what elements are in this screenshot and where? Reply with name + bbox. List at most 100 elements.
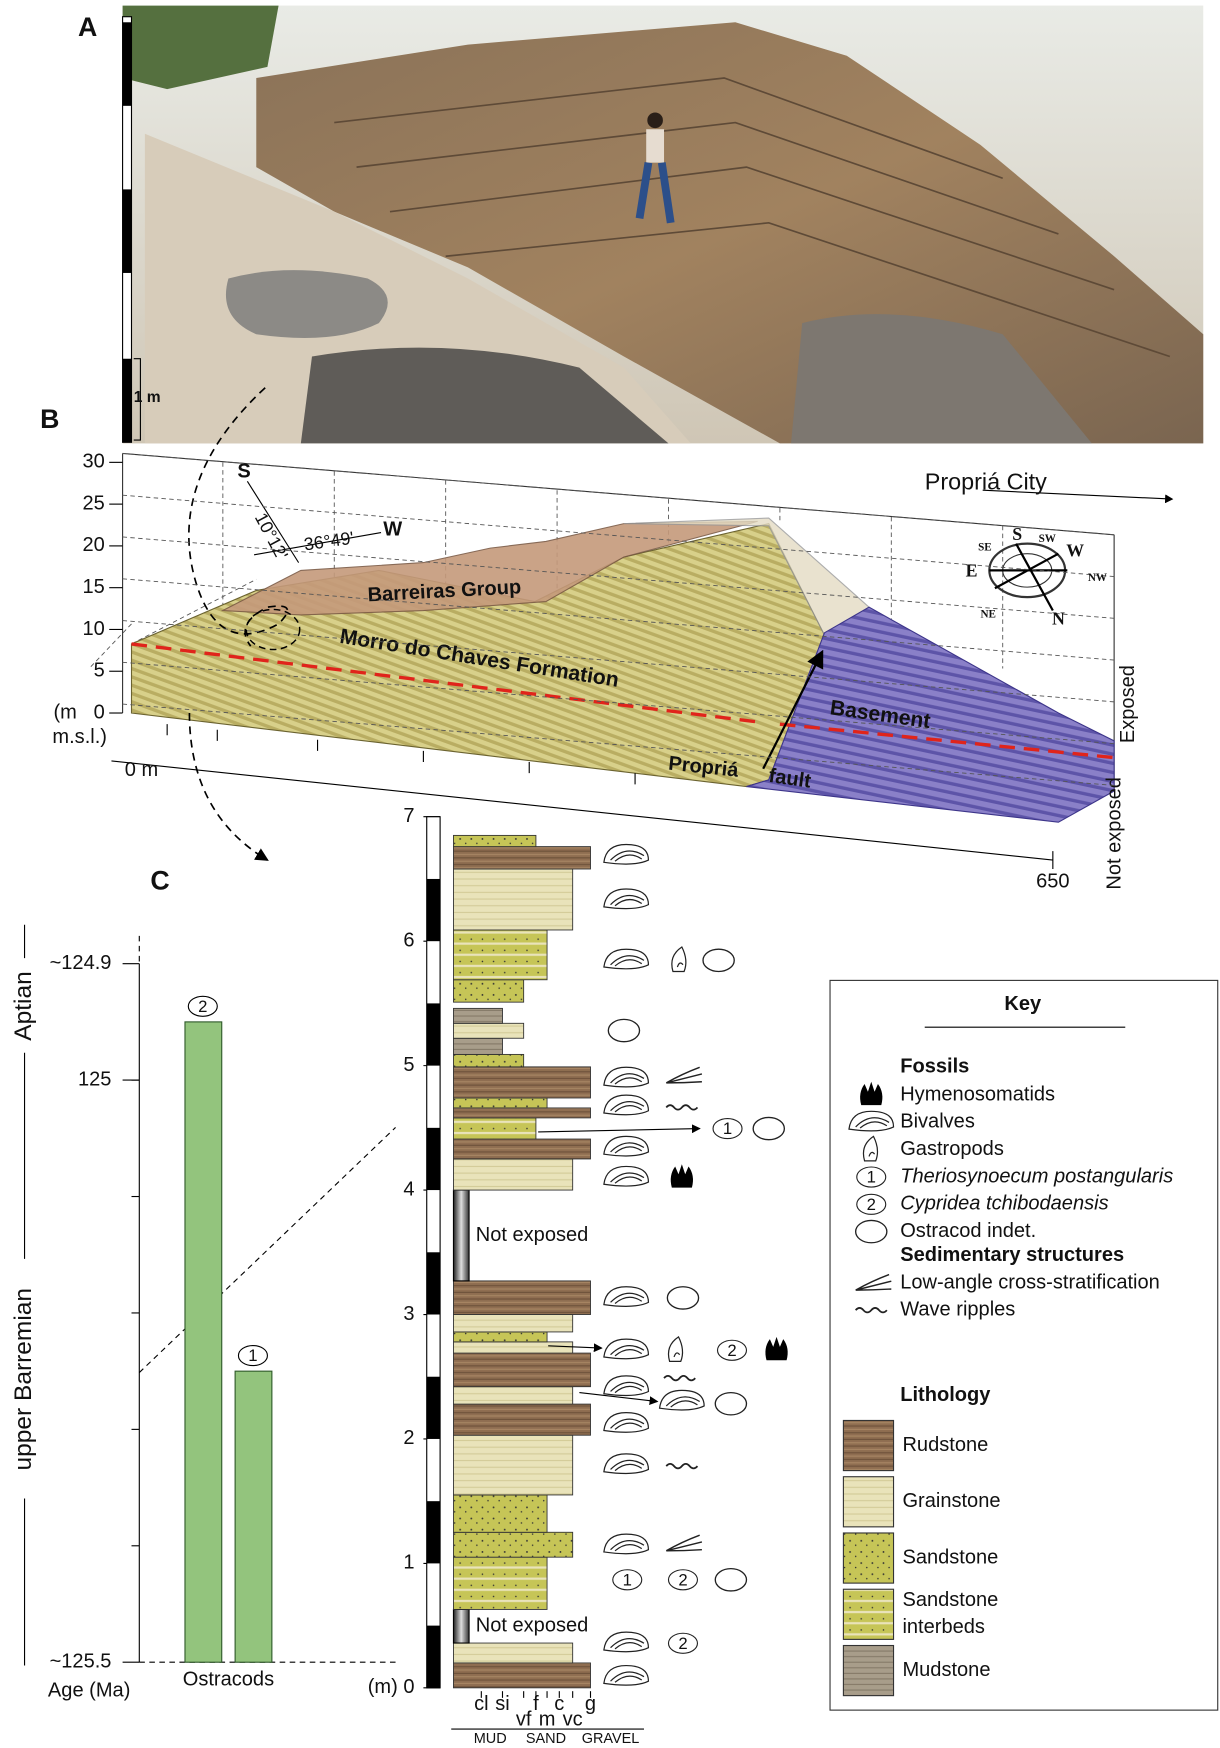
bivalve-shell	[604, 1413, 649, 1433]
grain-size-label: cl	[474, 1693, 488, 1715]
ostracod-symbol: 1	[623, 1570, 632, 1589]
stage-label: Aptian	[10, 971, 37, 1040]
bed	[453, 1008, 502, 1023]
lithology-swatch	[843, 1589, 893, 1639]
grain-size-label: vc	[563, 1708, 583, 1730]
longitude: 36°49'	[303, 528, 355, 555]
bed	[453, 1054, 523, 1066]
depth-bar-segment	[427, 1003, 440, 1065]
bed	[453, 1557, 547, 1609]
age-tick-label: ~124.9	[50, 952, 112, 974]
bivalve-shell	[604, 1067, 649, 1087]
grain-size-label: m	[539, 1708, 556, 1730]
bivalve-icon	[604, 1166, 649, 1186]
grain-group-label: MUD	[474, 1731, 507, 1747]
figure: 1 m A B C Propriá City S 10°12' 36°49' W…	[0, 0, 1220, 1748]
ostracod-symbol: 2	[727, 1341, 736, 1360]
bed	[453, 1387, 572, 1404]
bed	[453, 1643, 572, 1663]
compass-letter: E	[966, 561, 978, 581]
not-exposed-bed	[453, 1609, 469, 1643]
depth-tick-label: 6	[403, 929, 414, 951]
key-item: Rudstone	[902, 1434, 988, 1456]
stage-label: upper Barremian	[10, 1288, 37, 1470]
key-item: Mudstone	[902, 1659, 990, 1681]
bed	[453, 1663, 590, 1688]
scale-label: 1 m	[134, 389, 161, 406]
scale-bar-segment	[123, 189, 132, 273]
bed	[453, 847, 590, 869]
compass-letter: N	[1052, 609, 1065, 629]
key-item: Theriosynoecum postangularis	[900, 1165, 1173, 1187]
grain-group-label: SAND	[526, 1731, 566, 1747]
grain-size-label: g	[585, 1693, 596, 1715]
ostracod-icon	[667, 1287, 698, 1309]
bivalve-shell	[604, 1376, 649, 1396]
bed	[453, 1404, 590, 1435]
range-bar	[235, 1371, 272, 1662]
bivalve-shell	[604, 1534, 649, 1554]
bed	[453, 1315, 572, 1332]
bivalve-icon	[604, 1454, 649, 1474]
bivalve-icon	[604, 1632, 649, 1652]
height-tick-label: 15	[82, 576, 104, 598]
bivalve-icon	[604, 1287, 649, 1307]
key-item: interbeds	[902, 1616, 984, 1638]
height-tick-label: 20	[82, 534, 104, 556]
height-tick-label: 10	[82, 618, 104, 640]
ostracod-symbol: 2	[678, 1634, 687, 1653]
key-title: Key	[1004, 993, 1042, 1015]
axis-label: Age (Ma)	[48, 1679, 130, 1701]
depth-unit: (m)	[368, 1676, 398, 1698]
compass-letter: NE	[980, 609, 995, 621]
key-item: Sandstone	[902, 1589, 998, 1611]
key-item: Hymenosomatids	[900, 1083, 1055, 1105]
x-label: Ostracods	[183, 1668, 274, 1690]
depth-bar-segment	[427, 1377, 440, 1439]
bivalve-icon	[660, 1390, 705, 1410]
bivalve-icon	[604, 1095, 649, 1115]
bivalve-icon	[604, 1376, 649, 1396]
key-item: Bivalves	[900, 1111, 975, 1133]
hymenosomatid-icon	[765, 1337, 787, 1360]
not-exposed-label: Not exposed	[476, 1615, 589, 1637]
lithology-swatch	[843, 1420, 893, 1470]
key-item: Ostracod indet.	[900, 1220, 1036, 1242]
ostracod-symbol: 2	[867, 1195, 876, 1214]
height-unit: m.s.l.)	[52, 726, 107, 748]
exposure-label: Not exposed	[1104, 777, 1126, 890]
bed	[453, 1159, 572, 1190]
depth-bar-segment	[427, 1252, 440, 1314]
pointer-arrow	[538, 1129, 700, 1132]
ostracod-icon	[753, 1117, 784, 1139]
bed	[453, 1332, 547, 1342]
bed	[453, 1139, 590, 1159]
grain-size-label: si	[495, 1693, 509, 1715]
compass-letter: SW	[1039, 533, 1056, 545]
person-body	[646, 129, 664, 162]
key-item: Gastropods	[900, 1138, 1004, 1160]
bed	[453, 1098, 547, 1108]
bivalve-icon	[604, 1666, 649, 1686]
compass-letter: SE	[978, 542, 992, 554]
bed	[453, 1038, 502, 1054]
key-item: Low-angle cross-stratification	[900, 1272, 1160, 1294]
wave-ripples-icon	[666, 1105, 697, 1109]
ostracod-icon	[715, 1393, 746, 1415]
bed	[453, 1118, 535, 1139]
key-item: Grainstone	[902, 1490, 1000, 1512]
longitude-letter: W	[383, 519, 402, 541]
depth-tick-label: 4	[403, 1178, 414, 1200]
exposure-label: Exposed	[1117, 665, 1139, 743]
key-item: Wave ripples	[900, 1298, 1015, 1320]
cross-stratification-icon	[666, 1535, 702, 1551]
lithology-swatch	[843, 1646, 893, 1696]
height-tick-label: 5	[94, 660, 105, 682]
distance-label: 650	[1036, 871, 1069, 893]
ostracod-icon	[856, 1220, 887, 1242]
hymenosomatid-icon	[671, 1164, 693, 1187]
ostracod-icon	[715, 1569, 746, 1591]
bivalve-shell	[604, 1632, 649, 1652]
panel-label: A	[78, 12, 97, 42]
not-exposed-bed	[453, 1190, 469, 1281]
